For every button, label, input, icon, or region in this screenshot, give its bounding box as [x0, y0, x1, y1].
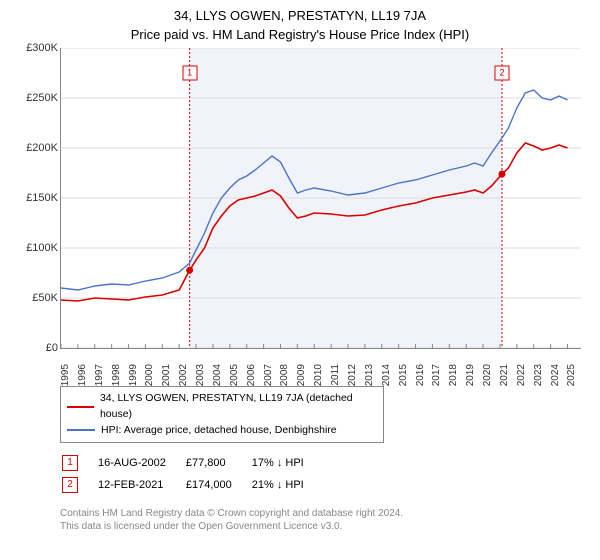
x-tick-label: 2008: [279, 364, 290, 386]
x-tick-label: 2003: [195, 364, 206, 386]
y-tick-label: £100K: [26, 242, 58, 254]
sale-price: £174,000: [186, 475, 250, 495]
y-tick-label: £250K: [26, 92, 58, 104]
x-tick-label: 2002: [178, 364, 189, 386]
y-tick-label: £200K: [26, 142, 58, 154]
x-tick-label: 1997: [94, 364, 105, 386]
x-tick-label: 2012: [347, 364, 358, 386]
hpi-delta: 21% ↓ HPI: [252, 475, 322, 495]
x-tick-label: 2023: [533, 364, 544, 386]
marker-number-box: 2: [62, 477, 78, 493]
x-tick-label: 2006: [246, 364, 257, 386]
chart-container: £0£50K£100K£150K£200K£250K£300K 12 19951…: [20, 48, 580, 378]
x-tick-label: 2004: [212, 364, 223, 386]
y-tick-label: £150K: [26, 192, 58, 204]
y-axis: £0£50K£100K£150K£200K£250K£300K: [20, 48, 60, 348]
table-row: 1 16-AUG-2002£77,80017% ↓ HPI: [62, 453, 322, 473]
table-row: 2 12-FEB-2021£174,00021% ↓ HPI: [62, 475, 322, 495]
x-tick-label: 1995: [60, 364, 71, 386]
x-tick-label: 2001: [161, 364, 172, 386]
sales-table: 1 16-AUG-2002£77,80017% ↓ HPI 2 12-FEB-2021…: [60, 451, 324, 497]
hpi-delta: 17% ↓ HPI: [252, 453, 322, 473]
legend-label: HPI: Average price, detached house, Denb…: [101, 423, 337, 439]
sale-date: 16-AUG-2002: [98, 453, 184, 473]
x-tick-label: 2016: [415, 364, 426, 386]
x-axis: 1995199619971998199920002001200220032004…: [60, 350, 580, 378]
legend-label: 34, LLYS OGWEN, PRESTATYN, LL19 7JA (det…: [100, 391, 377, 423]
x-tick-label: 1999: [128, 364, 139, 386]
x-tick-label: 1996: [77, 364, 88, 386]
legend-swatch: [67, 406, 94, 408]
chart-legend: 34, LLYS OGWEN, PRESTATYN, LL19 7JA (det…: [60, 386, 384, 443]
page-subtitle: Price paid vs. HM Land Registry's House …: [0, 23, 600, 48]
x-tick-label: 2022: [516, 364, 527, 386]
sale-date: 12-FEB-2021: [98, 475, 184, 495]
x-tick-label: 2007: [263, 364, 274, 386]
x-tick-label: 2013: [364, 364, 375, 386]
x-tick-label: 2000: [144, 364, 155, 386]
legend-swatch: [67, 429, 95, 431]
footer-line-1: Contains HM Land Registry data © Crown c…: [60, 507, 600, 520]
x-tick-label: 2020: [482, 364, 493, 386]
x-tick-label: 2010: [313, 364, 324, 386]
x-tick-label: 1998: [111, 364, 122, 386]
footer-line-2: This data is licensed under the Open Gov…: [60, 520, 600, 533]
sale-price: £77,800: [186, 453, 250, 473]
x-tick-label: 2011: [330, 364, 341, 386]
chart-plot: 12: [60, 48, 581, 349]
y-tick-label: £0: [46, 342, 58, 354]
marker-number-box: 1: [62, 455, 78, 471]
x-tick-label: 2015: [398, 364, 409, 386]
event-marker-2: 2: [494, 66, 509, 81]
x-tick-label: 2025: [566, 364, 577, 386]
legend-item: HPI: Average price, detached house, Denb…: [67, 423, 377, 439]
x-tick-label: 2024: [550, 364, 561, 386]
y-tick-label: £300K: [26, 42, 58, 54]
y-tick-label: £50K: [32, 292, 58, 304]
x-tick-label: 2005: [229, 364, 240, 386]
x-tick-label: 2017: [431, 364, 442, 386]
footer: Contains HM Land Registry data © Crown c…: [60, 507, 600, 533]
event-marker-1: 1: [182, 66, 197, 81]
x-tick-label: 2014: [381, 364, 392, 386]
x-tick-label: 2018: [448, 364, 459, 386]
legend-item: 34, LLYS OGWEN, PRESTATYN, LL19 7JA (det…: [67, 391, 377, 423]
x-tick-label: 2009: [296, 364, 307, 386]
x-tick-label: 2019: [465, 364, 476, 386]
x-tick-label: 2021: [499, 364, 510, 386]
page-title: 34, LLYS OGWEN, PRESTATYN, LL19 7JA: [0, 0, 600, 23]
